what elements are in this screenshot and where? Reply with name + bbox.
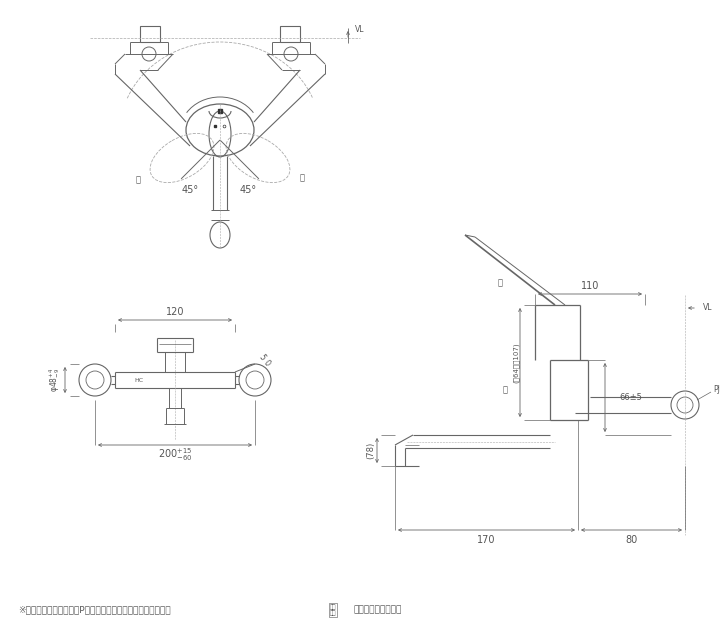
Text: 66±5: 66±5 (619, 393, 642, 402)
Text: φ48$^{+4}_{-9}$: φ48$^{+4}_{-9}$ (48, 368, 63, 392)
Text: 閉: 閉 (503, 385, 508, 394)
Text: 120: 120 (166, 307, 184, 317)
Text: ※印寸法は配管ピッチ（P）が最大～最小の場合を（標準寸法: ※印寸法は配管ピッチ（P）が最大～最小の場合を（標準寸法 (18, 605, 171, 614)
Text: 80: 80 (626, 535, 638, 545)
Text: 110: 110 (581, 281, 599, 291)
Text: 170: 170 (477, 535, 496, 545)
Text: 5 0: 5 0 (258, 353, 272, 368)
Text: (78): (78) (366, 442, 376, 459)
Bar (280, 26, 300, 42)
Text: ）で示しています。: ）で示しています。 (353, 605, 401, 614)
Text: 45°: 45° (181, 185, 199, 195)
Text: (高64～圧107): (高64～圧107) (513, 342, 519, 383)
Bar (140, 26, 160, 42)
Text: 200$^{+15}_{-60}$: 200$^{+15}_{-60}$ (158, 446, 192, 463)
Text: 温: 温 (135, 176, 140, 184)
Text: 開: 開 (498, 278, 503, 287)
Text: 水: 水 (300, 174, 305, 183)
Text: 最大
最小: 最大 最小 (330, 604, 336, 616)
Text: 45°: 45° (240, 185, 256, 195)
Text: VL: VL (355, 25, 364, 34)
Text: VL: VL (703, 304, 713, 313)
Text: HC: HC (135, 377, 143, 382)
Text: PJ1/2: PJ1/2 (713, 385, 720, 394)
